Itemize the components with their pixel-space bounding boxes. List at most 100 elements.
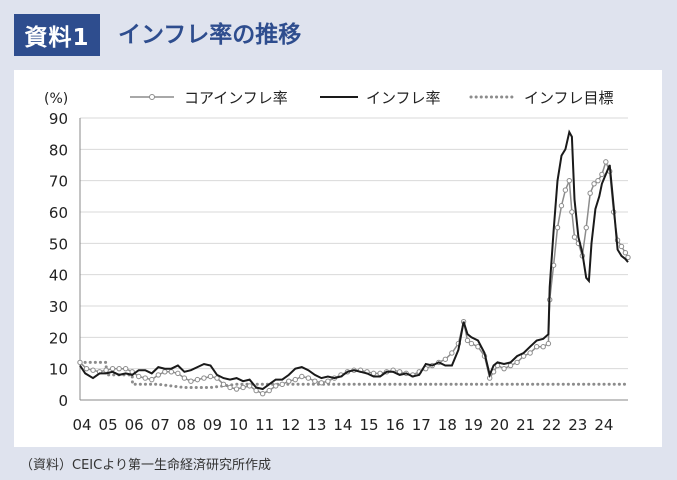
data-point <box>259 391 266 397</box>
y-tick-label: 10 <box>49 361 68 379</box>
data-point <box>625 254 631 261</box>
x-tick-label: 20 <box>490 416 509 434</box>
series-0 <box>77 159 631 397</box>
data-point <box>583 224 589 231</box>
data-point <box>240 384 246 391</box>
series-line <box>78 360 630 389</box>
data-point <box>273 383 279 389</box>
data-point <box>227 384 233 391</box>
x-tick-label: 06 <box>125 416 144 434</box>
x-tick-label: 18 <box>438 416 457 434</box>
series-line <box>79 159 629 395</box>
data-point <box>514 359 520 366</box>
data-point <box>569 209 575 215</box>
data-point <box>464 337 471 344</box>
x-tick-label: 13 <box>307 416 326 434</box>
data-point <box>116 365 122 372</box>
y-tick-label: 60 <box>49 204 68 222</box>
data-point <box>533 344 540 350</box>
data-point <box>501 365 507 372</box>
x-tick-label: 10 <box>229 416 248 434</box>
data-point <box>442 356 449 362</box>
y-tick-label: 50 <box>49 235 68 253</box>
y-tick-label: 70 <box>49 173 68 191</box>
data-point <box>136 373 142 380</box>
data-point <box>253 387 259 394</box>
header-badge: 資料1 <box>14 14 100 56</box>
legend-item-0: コアインフレ率 <box>130 89 288 107</box>
data-point <box>312 378 318 384</box>
data-point <box>90 367 96 373</box>
data-point <box>299 373 305 380</box>
legend-label: インフレ率 <box>366 89 441 107</box>
data-point <box>591 181 597 187</box>
x-tick-label: 07 <box>151 416 170 434</box>
data-point <box>188 378 194 384</box>
x-tick-label: 08 <box>177 416 196 434</box>
data-point <box>77 359 83 366</box>
y-tick-label: 90 <box>49 110 68 128</box>
data-point <box>587 190 593 196</box>
legend-marker <box>149 94 155 100</box>
x-tick-label: 16 <box>386 416 405 434</box>
x-axis-ticks: 04 05 06 07 08 09 10 11 12 13 14 15 16 17 18 19 20 21 22 23… <box>72 416 613 434</box>
data-point <box>449 350 455 356</box>
data-point <box>545 340 552 347</box>
legend-item-1: インフレ率 <box>320 89 441 107</box>
series-1 <box>79 129 629 391</box>
x-tick-label: 04 <box>72 416 91 434</box>
x-tick-label: 23 <box>568 416 587 434</box>
data-point <box>562 187 569 193</box>
data-point <box>181 375 188 381</box>
page-title: インフレ率の推移 <box>118 22 302 48</box>
data-point <box>266 387 272 394</box>
data-point <box>207 373 214 380</box>
data-point <box>318 380 325 386</box>
data-point <box>286 378 292 384</box>
data-point <box>122 365 129 372</box>
y-axis-ticks: 0 10 20 30 40 50 60 70 80 90 <box>49 110 68 410</box>
data-point <box>558 203 565 209</box>
data-point <box>325 378 331 384</box>
y-tick-label: 0 <box>58 392 68 410</box>
data-point <box>142 375 148 381</box>
data-point <box>220 381 227 388</box>
data-point <box>201 375 207 381</box>
data-point <box>527 350 533 356</box>
x-tick-label: 21 <box>516 416 535 434</box>
data-point <box>507 362 514 369</box>
data-point <box>175 370 181 377</box>
legend: コアインフレ率 インフレ率 インフレ目標 <box>130 89 614 107</box>
data-point <box>246 383 253 389</box>
data-point <box>603 159 609 165</box>
data-point <box>83 365 90 372</box>
x-tick-label: 24 <box>594 416 613 434</box>
x-tick-label: 11 <box>255 416 274 434</box>
data-point <box>194 376 201 383</box>
y-tick-label: 20 <box>49 329 68 347</box>
grid-lines <box>79 117 628 401</box>
data-point <box>103 367 109 373</box>
data-point <box>622 250 629 256</box>
data-point <box>279 381 285 388</box>
x-tick-label: 15 <box>360 416 379 434</box>
legend-label: コアインフレ率 <box>184 89 288 107</box>
data-point <box>162 369 168 375</box>
data-point <box>540 344 546 350</box>
series-group <box>77 129 631 397</box>
data-point <box>155 372 161 378</box>
data-point <box>595 177 601 184</box>
data-point <box>109 365 116 372</box>
series-2 <box>78 360 630 389</box>
y-tick-label: 80 <box>49 141 68 159</box>
inflation-line-chart: (%) コアインフレ率 インフレ率 インフレ目標 0 10 20 30 40 50 60 70 80… <box>44 89 631 434</box>
series-line <box>79 129 629 391</box>
y-axis-unit-label: (%) <box>44 91 68 107</box>
x-tick-label: 17 <box>412 416 431 434</box>
x-tick-label: 09 <box>203 416 222 434</box>
chart-panel: (%) コアインフレ率 インフレ率 インフレ目標 0 10 20 30 40 50 60 70 80… <box>14 70 662 447</box>
data-point <box>233 386 240 392</box>
data-point <box>554 224 561 231</box>
x-tick-label: 19 <box>464 416 483 434</box>
x-tick-label: 14 <box>333 416 352 434</box>
